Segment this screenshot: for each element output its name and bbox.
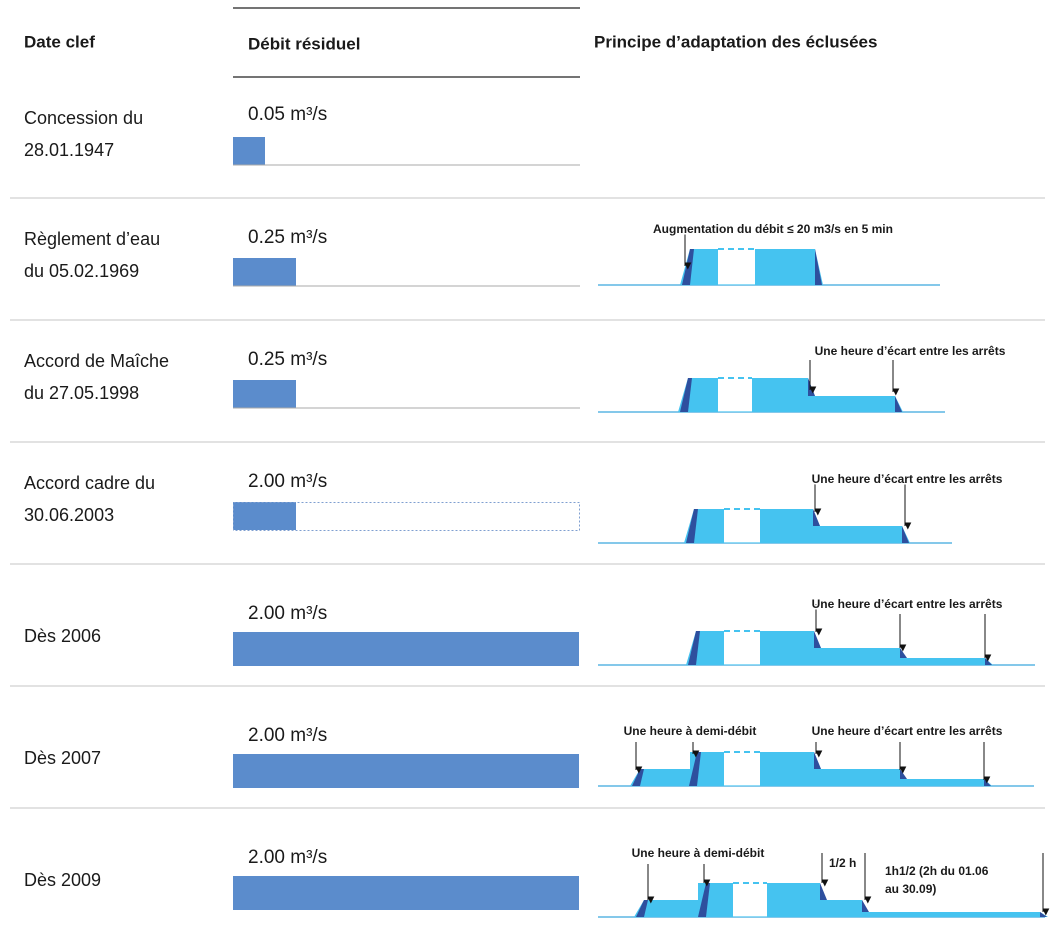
ramp-up xyxy=(686,509,698,543)
debit-value: 0.05 m³/s xyxy=(248,104,327,125)
ramp-up xyxy=(698,883,710,917)
date-text: du 27.05.1998 xyxy=(24,383,139,403)
annotation: 1h1/2 (2h du 01.06 xyxy=(885,864,989,878)
flow-profile xyxy=(634,883,1048,917)
annotation: 1/2 h xyxy=(829,856,856,870)
step-fill xyxy=(814,648,822,665)
ramp-down xyxy=(984,779,991,786)
step-fill xyxy=(900,658,908,665)
date-text: Accord cadre du xyxy=(24,473,155,493)
flow-bar xyxy=(233,876,579,910)
flow-bar xyxy=(233,632,579,666)
flow-profile xyxy=(686,631,993,665)
annotation: Une heure d’écart entre les arrêts xyxy=(812,597,1003,611)
ramp-up xyxy=(636,900,648,917)
step-fill xyxy=(814,769,822,786)
ramp-down xyxy=(902,526,909,543)
ramp-down xyxy=(895,396,902,412)
annotation: au 30.09) xyxy=(885,882,936,896)
date-text: 30.06.2003 xyxy=(24,505,114,525)
flow-profile xyxy=(630,752,992,786)
step-fill xyxy=(808,396,816,412)
ramp-down xyxy=(985,658,992,665)
ramp-up xyxy=(688,631,700,665)
debit-value: 2.00 m³/s xyxy=(248,471,327,492)
date-text: Accord de Maîche xyxy=(24,351,169,371)
date-text: Dès 2009 xyxy=(24,870,101,890)
date-text: 28.01.1947 xyxy=(24,140,114,160)
flow-bar xyxy=(233,502,296,530)
date-text: Dès 2007 xyxy=(24,748,101,768)
step-fill xyxy=(813,526,821,543)
step-fill xyxy=(820,900,828,917)
flow-profile xyxy=(678,378,903,412)
date-text: Dès 2006 xyxy=(24,626,101,646)
annotation: Une heure à demi-débit xyxy=(624,724,757,738)
pause-gap xyxy=(724,630,760,665)
annotation: Une heure d’écart entre les arrêts xyxy=(812,472,1003,486)
flow-bar xyxy=(233,258,296,286)
flow-profile xyxy=(684,509,910,543)
debit-value: 0.25 m³/s xyxy=(248,349,327,370)
debit-value: 0.25 m³/s xyxy=(248,227,327,248)
pause-gap xyxy=(718,377,752,412)
pause-gap xyxy=(718,248,755,285)
target-outline xyxy=(233,502,580,531)
pause-gap xyxy=(733,882,767,917)
ramp-up xyxy=(689,752,701,786)
step-fill xyxy=(900,779,908,786)
date-text: du 05.02.1969 xyxy=(24,261,139,281)
flow-bar xyxy=(233,137,265,165)
ramp-up xyxy=(680,378,692,412)
debit-value: 2.00 m³/s xyxy=(248,603,327,624)
debit-value: 2.00 m³/s xyxy=(248,725,327,746)
step-fill xyxy=(862,912,870,917)
ramp-down xyxy=(815,249,822,285)
flow-bar xyxy=(233,380,296,408)
annotation: Une heure à demi-débit xyxy=(632,846,765,860)
header-debit: Débit résiduel xyxy=(248,34,360,53)
annotation: Une heure d’écart entre les arrêts xyxy=(812,724,1003,738)
debit-value: 2.00 m³/s xyxy=(248,847,327,868)
header-principle: Principe d’adaptation des éclusées xyxy=(594,32,877,51)
flow-bar xyxy=(233,754,579,788)
annotation: Une heure d’écart entre les arrêts xyxy=(815,344,1006,358)
pause-gap xyxy=(724,751,760,786)
annotation: Augmentation du débit ≤ 20 m3/s en 5 min xyxy=(653,222,893,236)
header-date: Date clef xyxy=(24,32,95,51)
date-text: Concession du xyxy=(24,108,143,128)
date-text: Règlement d’eau xyxy=(24,229,160,249)
pause-gap xyxy=(724,508,760,543)
